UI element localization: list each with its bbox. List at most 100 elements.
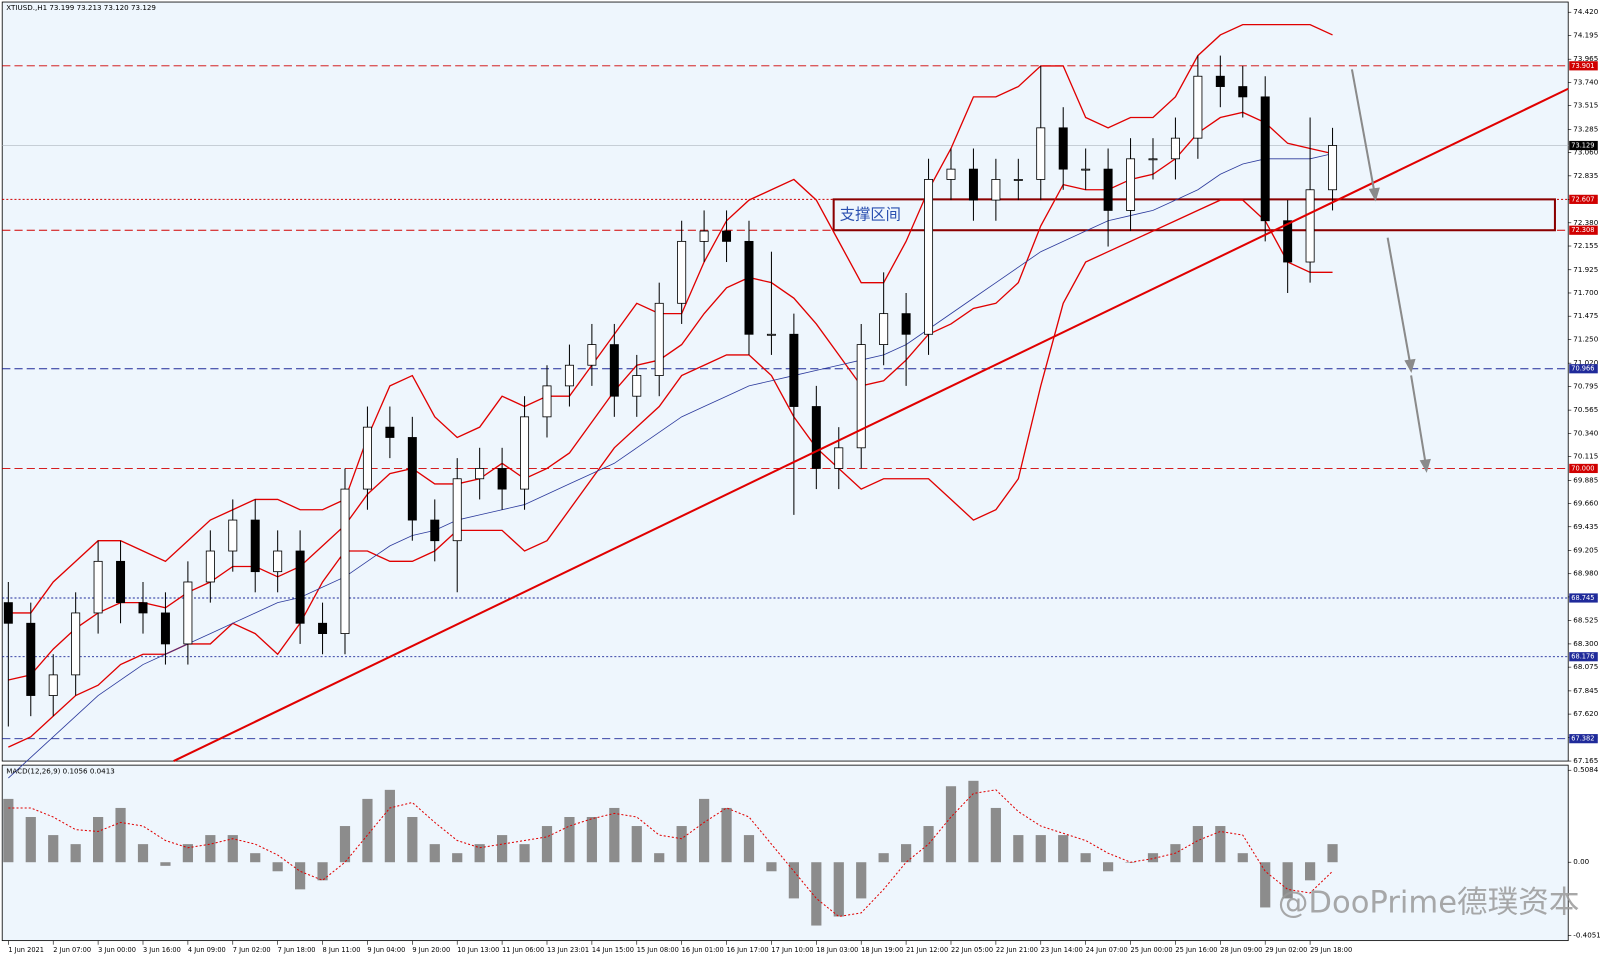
- macd-bar: [160, 862, 171, 866]
- candle-body: [722, 230, 732, 242]
- candle-body: [991, 179, 1001, 201]
- support-zone-label: 支撑区间: [840, 205, 901, 223]
- candle-body: [1103, 168, 1113, 211]
- macd-bar: [115, 807, 126, 863]
- macd-bar: [1013, 835, 1024, 863]
- watermark: @DooPrime德璞资本: [1278, 885, 1580, 920]
- candle-body: [564, 364, 574, 387]
- candle-body: [542, 385, 552, 418]
- candle-body: [699, 230, 709, 242]
- forecast-arrows: [1350, 69, 1431, 473]
- candle-body: [946, 168, 956, 180]
- macd-bar: [654, 853, 665, 863]
- x-tick-label: 8 Jun 11:00: [323, 946, 361, 954]
- candle-body: [811, 406, 821, 469]
- macd-bar: [990, 807, 1001, 863]
- y-tick-label: 67.620: [1573, 709, 1598, 718]
- candle-body: [1081, 168, 1091, 171]
- x-tick-label: 22 Jun 05:00: [951, 946, 993, 954]
- overlay-line: [8, 153, 1333, 779]
- candle-body: [1058, 127, 1068, 170]
- y-tick-label: 67.165: [1573, 756, 1598, 765]
- y-tick-label: 69.660: [1573, 499, 1598, 508]
- x-tick-label: 7 Jun 18:00: [278, 946, 316, 954]
- macd-bar: [362, 798, 373, 863]
- macd-bar: [564, 816, 575, 863]
- y-tick-label: 72.835: [1573, 171, 1598, 180]
- candle-body: [766, 333, 776, 336]
- level-label: 72.308: [1571, 226, 1594, 234]
- candle-body: [138, 602, 148, 614]
- x-tick-label: 10 Jun 13:00: [457, 946, 499, 954]
- macd-bar: [1102, 862, 1114, 872]
- candle-body: [1036, 127, 1046, 180]
- candle-body: [1013, 179, 1023, 181]
- x-tick-label: 13 Jun 23:01: [547, 946, 589, 954]
- y-tick-label: 68.075: [1573, 662, 1598, 671]
- x-tick-label: 2 Jun 07:00: [53, 946, 91, 954]
- level-label: 68.745: [1571, 594, 1594, 602]
- y-tick-label: 69.435: [1573, 522, 1598, 531]
- macd-bar: [407, 816, 418, 863]
- level-label: 68.176: [1571, 653, 1594, 661]
- macd-bar: [295, 862, 306, 890]
- y-tick-label: 71.250: [1573, 334, 1598, 343]
- candle-body: [407, 437, 417, 521]
- level-label: 70.000: [1571, 464, 1594, 472]
- y-tick-label: 68.525: [1573, 616, 1598, 625]
- x-tick-label: 18 Jun 19:00: [861, 946, 903, 954]
- macd-bar: [856, 862, 867, 899]
- x-tick-label: 3 Jun 16:00: [143, 946, 181, 954]
- x-tick-label: 17 Jun 10:00: [771, 946, 813, 954]
- candle-body: [385, 426, 395, 438]
- candle-body: [789, 333, 799, 407]
- candle-body: [205, 550, 215, 583]
- candle-body: [340, 488, 350, 635]
- x-tick-label: 29 Jun 18:00: [1310, 946, 1352, 954]
- macd-bar: [48, 835, 59, 863]
- macd-bar: [182, 844, 193, 863]
- x-tick-label: 15 Jun 08:00: [637, 946, 679, 954]
- x-tick-label: 29 Jun 02:00: [1265, 946, 1307, 954]
- candle-body: [654, 302, 664, 376]
- candle-body: [1283, 220, 1293, 263]
- y-tick-label: 73.740: [1573, 77, 1598, 86]
- candle-body: [1328, 145, 1338, 191]
- candle-body: [452, 478, 462, 542]
- x-tick-label: 24 Jun 07:00: [1086, 946, 1128, 954]
- macd-bar: [1035, 835, 1046, 863]
- y-tick-label: 70.115: [1573, 452, 1598, 461]
- level-tag: [1569, 194, 1598, 204]
- level-label: 72.607: [1571, 195, 1594, 203]
- candle-body: [1215, 75, 1225, 87]
- macd-bar: [631, 826, 642, 863]
- y-tick-label: 68.300: [1573, 639, 1598, 648]
- candle-body: [1193, 75, 1203, 139]
- macd-bar: [1304, 862, 1316, 881]
- candle-body: [1148, 158, 1158, 161]
- candle-body: [1305, 189, 1315, 263]
- x-tick-label: 3 Jun 00:00: [98, 946, 136, 954]
- macd-bar: [205, 835, 216, 863]
- macd-bar: [743, 835, 755, 863]
- x-tick-label: 7 Jun 02:00: [233, 946, 271, 954]
- y-tick-label: 71.700: [1573, 288, 1598, 297]
- candle-body: [362, 426, 372, 490]
- candle-body: [93, 560, 103, 614]
- macd-bar: [1282, 862, 1293, 899]
- candle-body: [744, 240, 754, 335]
- last-price-label: 73.129: [1571, 141, 1594, 149]
- candle-body: [430, 519, 440, 542]
- y-tick-label: 73.515: [1573, 101, 1598, 110]
- candle-body: [834, 447, 844, 469]
- trend-line: [173, 87, 1569, 762]
- y-tick-label: -0.4051: [1573, 931, 1600, 940]
- y-tick-label: 71.475: [1573, 311, 1598, 320]
- level-label: 73.901: [1571, 62, 1594, 70]
- candle-body: [1126, 158, 1136, 211]
- macd-bar: [227, 835, 238, 863]
- level-label: 67.382: [1571, 735, 1594, 743]
- candle-body: [968, 168, 978, 201]
- macd-bar: [923, 826, 934, 863]
- candle-body: [71, 612, 81, 676]
